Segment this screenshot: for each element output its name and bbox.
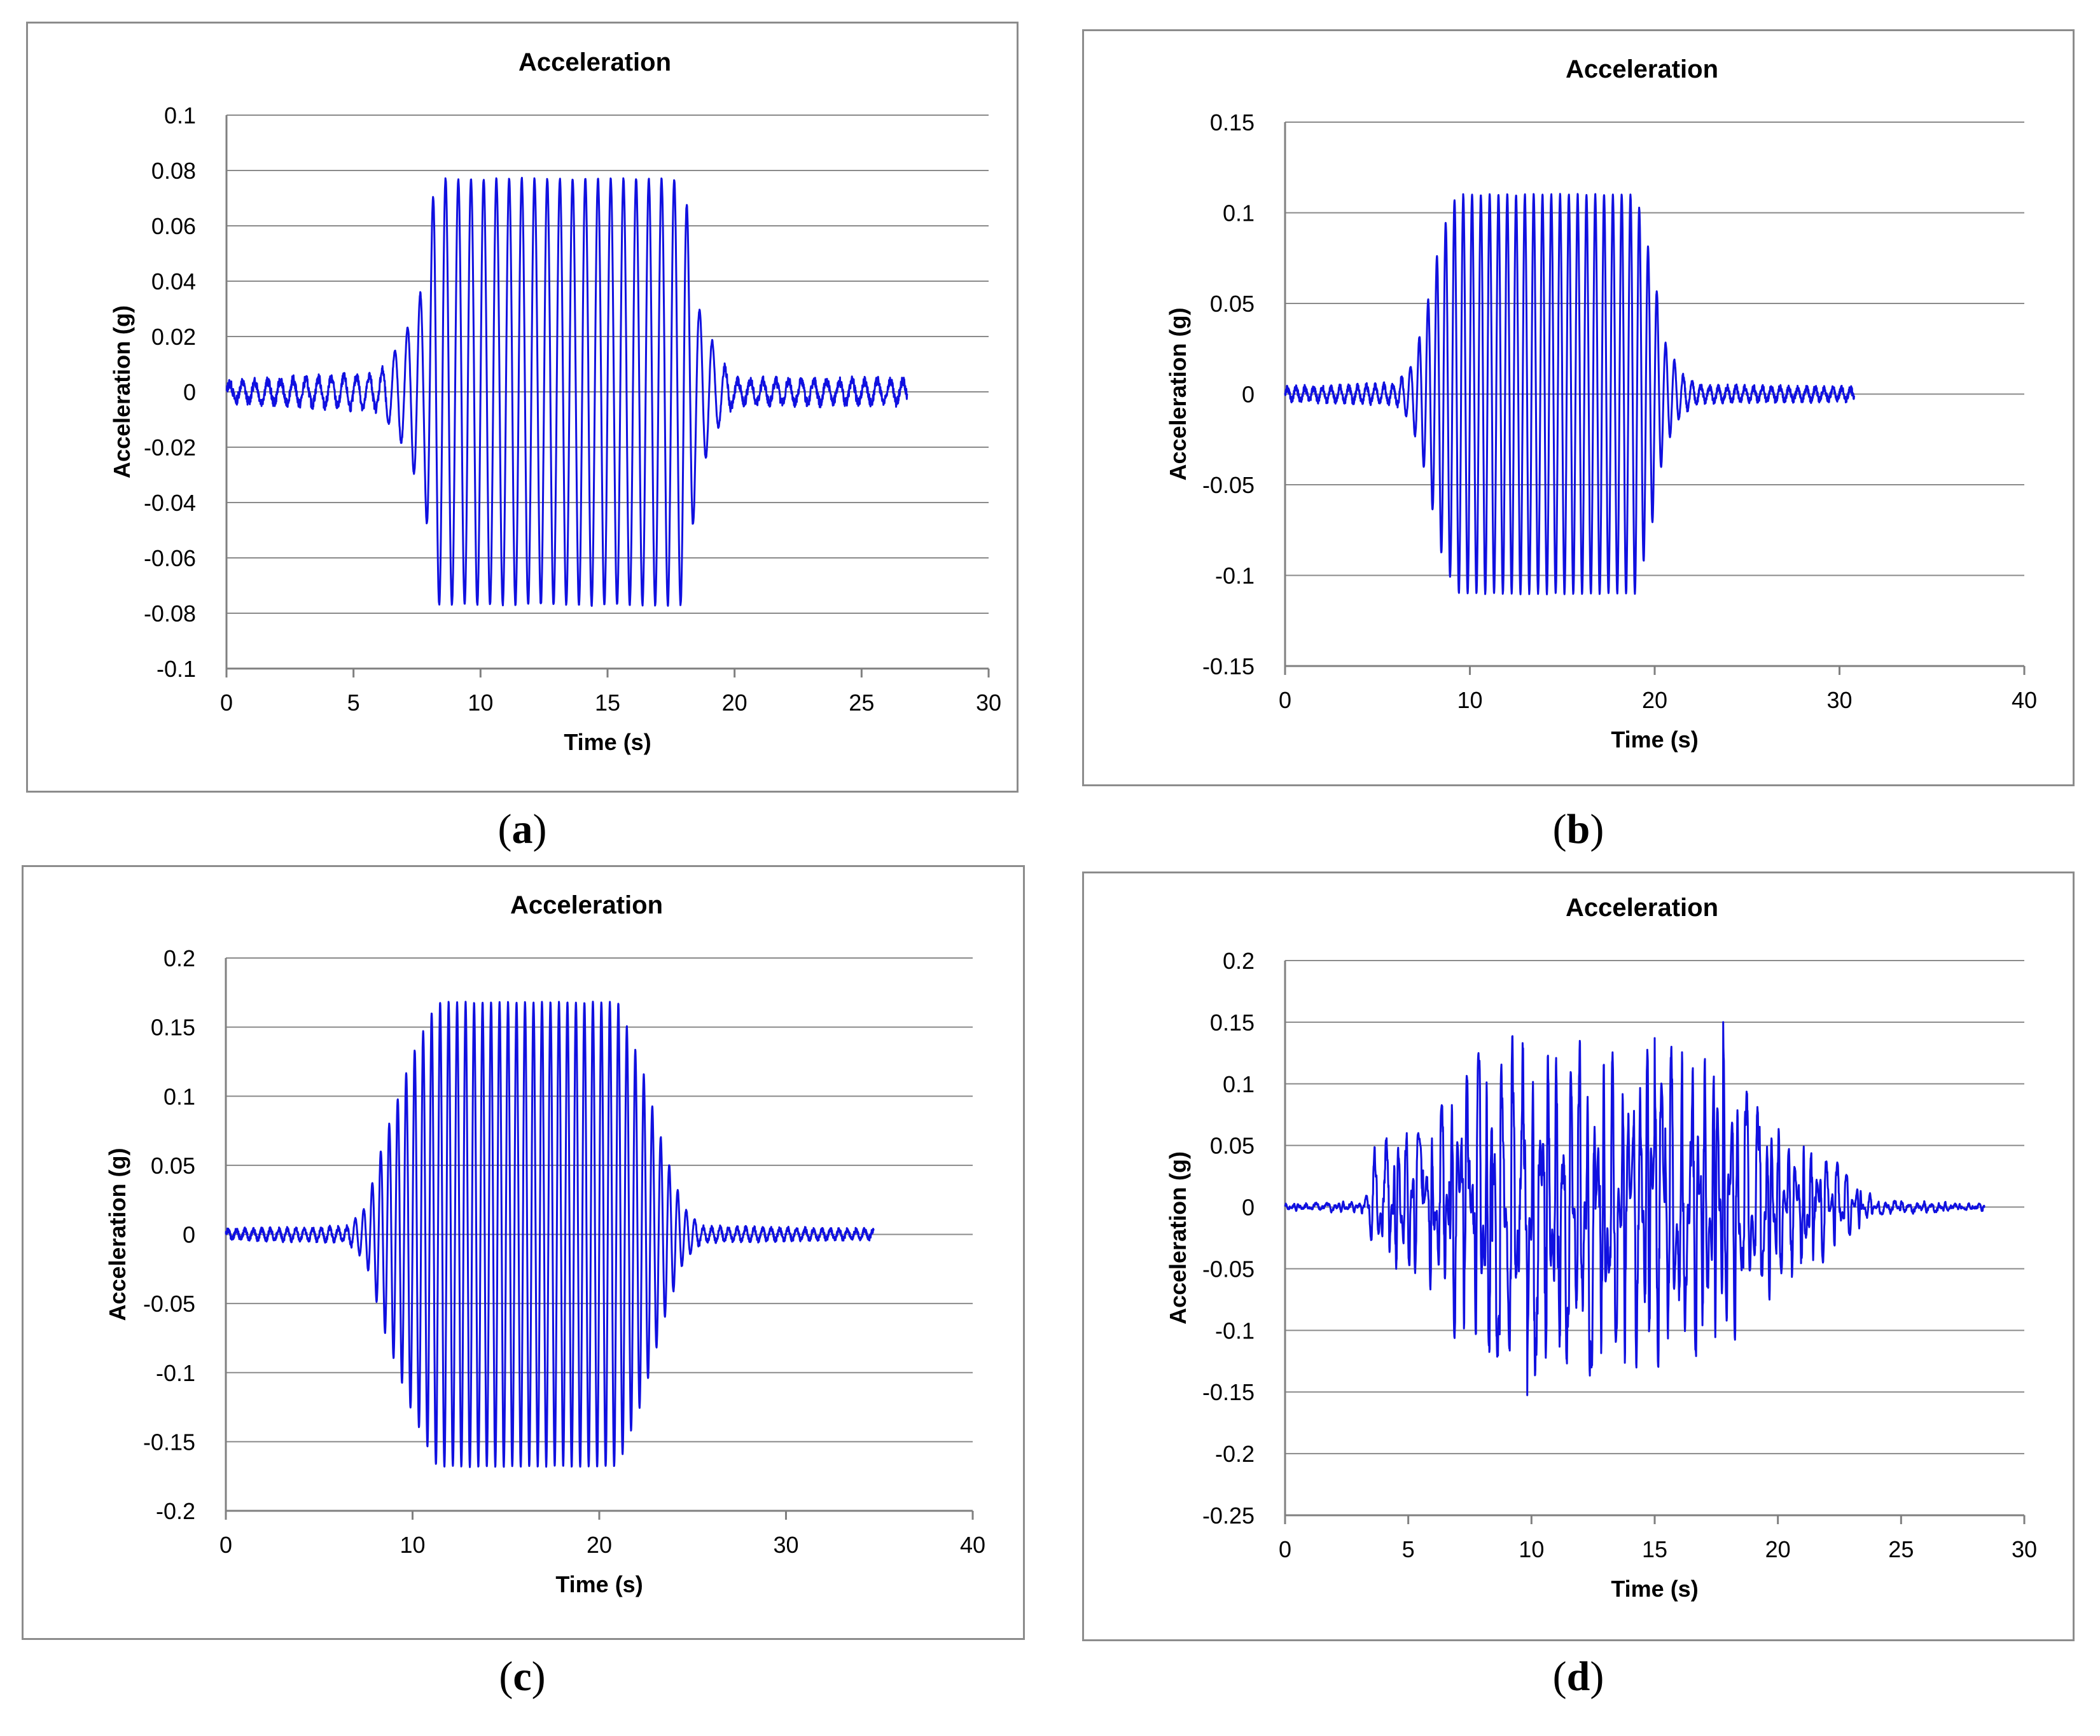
series-line [1284,193,1855,595]
y-tick-label: 0.08 [151,158,196,184]
x-tick-label: 20 [587,1532,612,1558]
caption-c: (c) [499,1653,546,1700]
y-tick-label: 0.2 [163,945,195,971]
x-tick-label: 30 [773,1532,798,1558]
y-tick-label: -0.04 [144,490,196,516]
y-tick-label: -0.02 [144,434,196,461]
x-tick-label: 0 [219,1532,232,1558]
x-tick-label: 30 [976,690,1001,716]
y-tick-label: 0.02 [151,324,196,350]
y-tick-label: 0.1 [1223,1071,1255,1097]
x-tick-label: 40 [960,1532,985,1558]
x-tick-label: 0 [220,690,233,716]
y-tick-label: 0.04 [151,268,196,295]
y-tick-label: -0.08 [144,601,196,627]
y-tick-label: -0.2 [1215,1441,1255,1467]
y-tick-label: 0.05 [1210,1133,1255,1159]
caption-a: (a) [497,806,547,852]
series-line [1284,1021,1985,1396]
chart-panel-a: Acceleration -0.1 -0.08 -0.06 -0.04 -0.02 0 0.0… [26,22,1019,793]
chart-title: Acceleration [510,891,663,919]
y-tick-label: 0.15 [151,1015,195,1041]
x-tick-label: 10 [468,690,493,716]
chart-b: Acceleration -0.15 -0.1 -0.05 0 0.05 0.1 0.15 0 1… [1165,55,2037,753]
y-tick-label: -0.25 [1202,1503,1255,1529]
x-tick-label: 25 [849,690,874,716]
x-axis-label: Time (s) [1611,1576,1698,1602]
x-tick-label: 5 [347,690,360,716]
y-tick-label: 0.15 [1210,1010,1255,1036]
x-tick-label: 20 [722,690,748,716]
x-tick-label: 15 [1642,1536,1667,1562]
x-tick-label: 30 [1826,687,1852,713]
y-tick-label: -0.2 [156,1498,195,1524]
x-tick-label: 30 [2012,1536,2037,1562]
chart-title: Acceleration [1566,894,1718,922]
x-tick-label: 0 [1279,687,1291,713]
x-tick-label: 20 [1765,1536,1791,1562]
x-tick-label: 40 [2012,687,2037,713]
y-tick-label: 0.1 [163,1083,195,1109]
y-axis-label: Acceleration (g) [1165,307,1191,480]
x-tick-label: 5 [1402,1536,1415,1562]
y-tick-label: 0 [183,379,196,405]
x-tick-label: 10 [1519,1536,1544,1562]
y-tick-label: -0.1 [156,656,196,682]
y-tick-label: 0.1 [1223,200,1255,226]
y-tick-label: 0 [1242,382,1255,408]
series-line [225,1001,875,1468]
y-tick-label: 0 [183,1222,195,1248]
y-axis-label: Acceleration (g) [109,305,135,478]
y-tick-label: -0.1 [156,1360,195,1386]
y-tick-label: -0.05 [143,1291,195,1317]
y-tick-label: -0.15 [143,1429,195,1455]
y-tick-label: -0.05 [1202,472,1255,498]
y-tick-label: -0.15 [1202,1379,1255,1405]
y-tick-label: 0.2 [1223,948,1255,974]
y-axis-label: Acceleration (g) [104,1148,130,1321]
caption-b: (b) [1552,806,1604,852]
y-tick-label: -0.1 [1215,563,1255,589]
series-line [225,177,908,607]
x-tick-label: 10 [1457,687,1482,713]
x-tick-label: 25 [1888,1536,1914,1562]
y-tick-label: 0.15 [1210,109,1255,135]
x-axis-label: Time (s) [1611,726,1698,753]
chart-title: Acceleration [518,48,671,76]
x-tick-label: 0 [1279,1536,1291,1562]
y-tick-label: 0.05 [1210,291,1255,317]
caption-d: (d) [1552,1653,1604,1700]
y-tick-label: -0.06 [144,545,196,571]
chart-panel-d: Acceleration -0.25 -0.2 -0.15 -0.1 -0.05 0 0.05… [1082,871,2075,1641]
x-tick-label: 10 [400,1532,425,1558]
y-tick-label: -0.1 [1215,1317,1255,1344]
chart-d: Acceleration -0.25 -0.2 -0.15 -0.1 -0.05 0 0.05… [1165,894,2037,1602]
y-tick-label: 0.05 [151,1153,195,1179]
chart-panel-c: Acceleration -0.2 -0.15 -0.1 -0.05 0 0.05 0.1 0.… [22,865,1025,1640]
x-tick-label: 20 [1642,687,1667,713]
chart-panel-b: Acceleration -0.15 -0.1 -0.05 0 0.05 0.1 0.15 0 1… [1082,29,2075,786]
chart-c: Acceleration -0.2 -0.15 -0.1 -0.05 0 0.05 0.1 0.… [104,891,985,1597]
y-tick-label: 0.06 [151,213,196,239]
x-tick-label: 15 [595,690,620,716]
y-tick-label: 0.1 [164,102,196,128]
x-axis-label: Time (s) [564,729,651,755]
chart-a: Acceleration -0.1 -0.08 -0.06 -0.04 -0.02 0 0.0… [109,48,1001,755]
x-axis-label: Time (s) [555,1571,643,1597]
y-tick-label: 0 [1242,1195,1255,1221]
y-axis-label: Acceleration (g) [1165,1151,1191,1324]
y-tick-label: -0.15 [1202,653,1255,679]
y-tick-label: -0.05 [1202,1256,1255,1282]
chart-title: Acceleration [1566,55,1718,83]
